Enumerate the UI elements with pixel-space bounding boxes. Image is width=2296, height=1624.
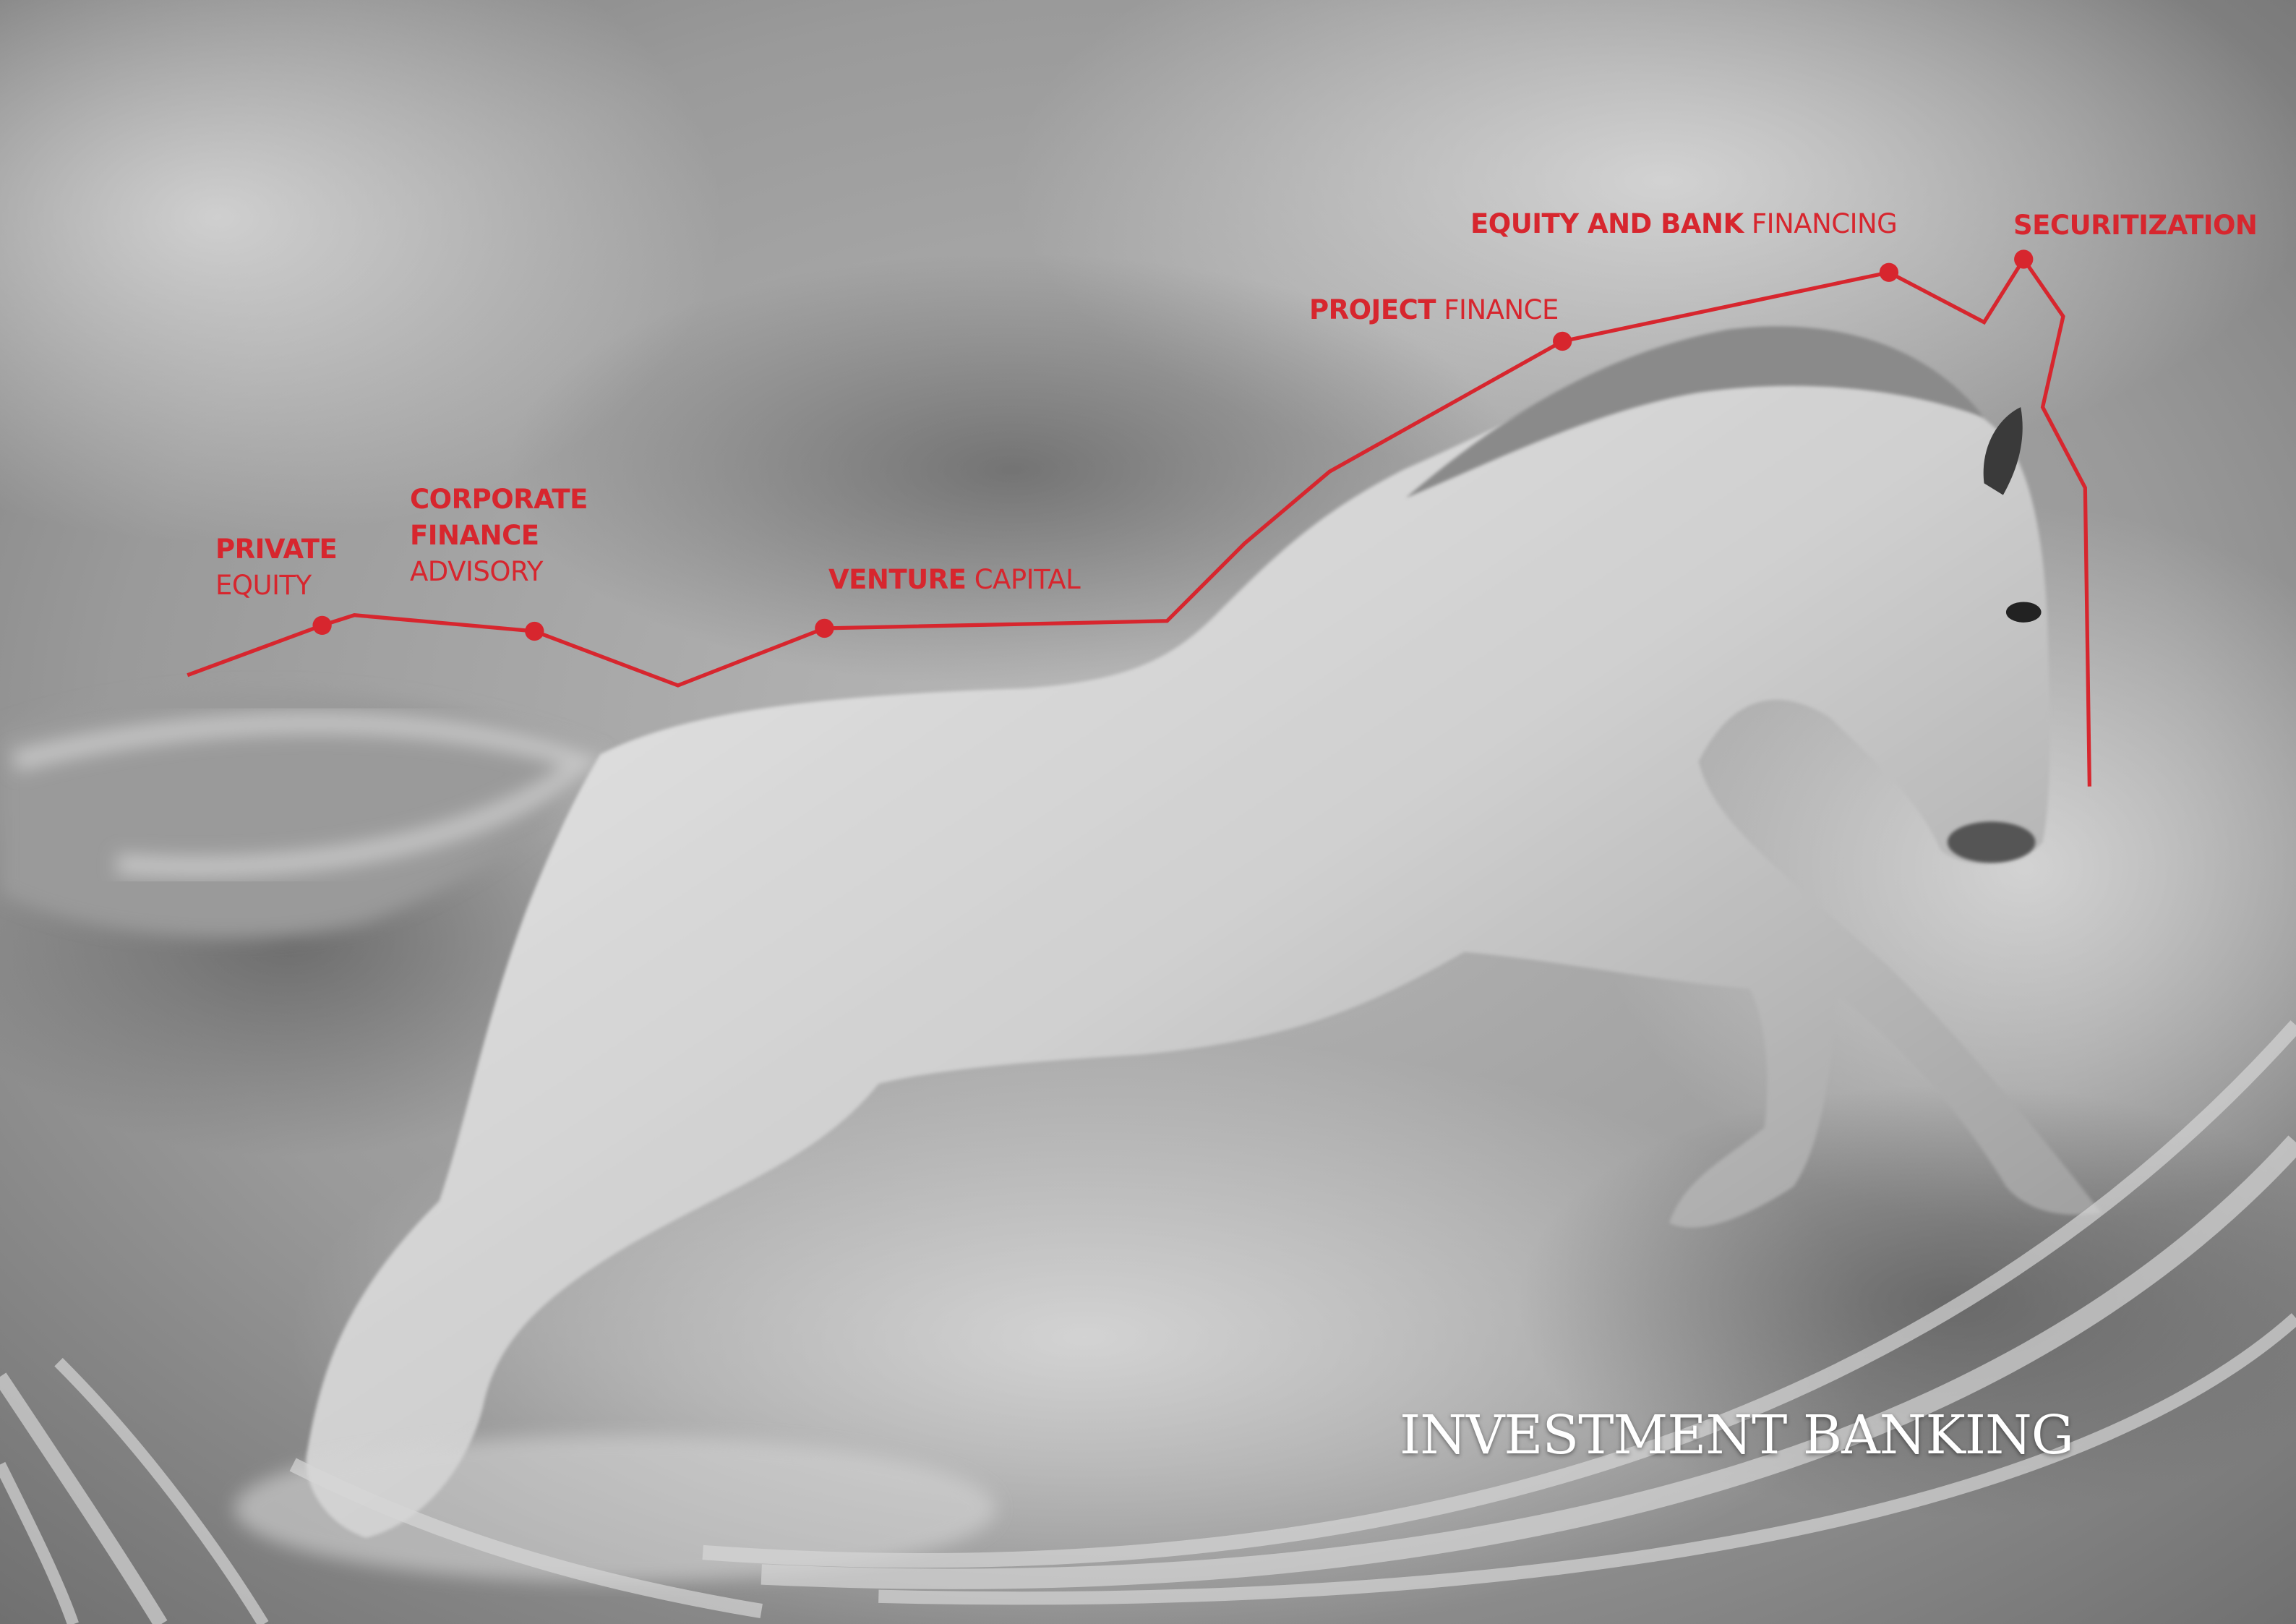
milestone-label: SECURITIZATION [2013, 208, 2257, 244]
milestone-label: VENTURE CAPITAL [828, 562, 1080, 598]
milestone-regular: EQUITY [215, 568, 337, 604]
milestone-label: PROJECT FINANCE [1309, 292, 1559, 328]
background-artwork [0, 0, 2296, 1624]
page-title: INVESTMENT BANKING [1400, 1404, 2073, 1466]
milestone-regular: FINANCING [1752, 208, 1897, 239]
milestone-regular: FINANCE [1444, 294, 1559, 325]
milestone-bold: CORPORATE FINANCE [410, 482, 583, 554]
milestone-bold: PROJECT [1309, 294, 1436, 325]
page: {"milestones": [ {"bold": "PRIVATE", "re… [0, 0, 2296, 1624]
milestone-bold: SECURITIZATION [2013, 210, 2257, 241]
milestone-bold: VENTURE [828, 564, 966, 595]
milestone-bold: PRIVATE [215, 531, 337, 568]
milestone-regular: ADVISORY [410, 554, 583, 590]
milestone-label: EQUITY AND BANK FINANCING [1470, 206, 1897, 242]
milestone-regular: CAPITAL [974, 564, 1081, 595]
milestone-bold: EQUITY AND BANK [1470, 208, 1744, 239]
